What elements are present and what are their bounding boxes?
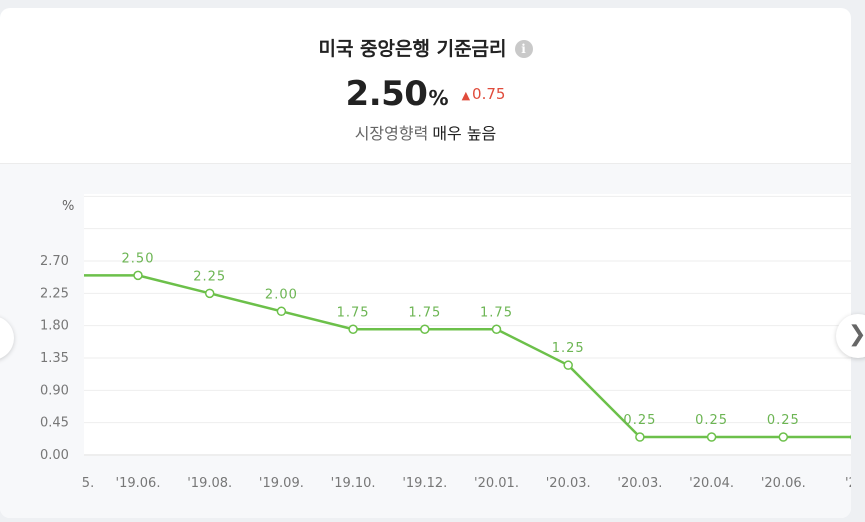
x-tick-label: '19.12. <box>402 476 447 491</box>
market-influence: 시장영향력 매우 높음 <box>0 120 851 144</box>
chart-area: 2.70 2.25 1.80 1.35 0.90 0.45 0.00% 5. '19.06. '… <box>0 164 865 518</box>
y-tick-label: 2.25 <box>40 286 69 301</box>
x-tick-label: '19.08. <box>187 476 232 491</box>
rate-change-value: 0.75 <box>472 85 506 103</box>
data-point <box>348 324 358 335</box>
data-point <box>635 432 645 442</box>
rate-change: ▲ 0.75 <box>462 85 506 103</box>
data-label: 0.25 <box>767 413 800 428</box>
y-axis: 2.70 2.25 1.80 1.35 0.90 0.45 0.00% <box>40 199 74 463</box>
rate-header: 미국 중앙은행 기준금리 i 2.50% ▲ 0.75 시장영향력 매우 높음 <box>0 8 851 164</box>
x-tick-label: '19.10. <box>331 476 376 491</box>
x-tick-label: '20 <box>845 476 851 491</box>
y-tick-label: 0.00 <box>40 448 69 463</box>
influence-label: 시장영향력 <box>354 124 429 143</box>
next-button[interactable]: ❯ <box>836 314 865 358</box>
data-point <box>133 270 143 281</box>
data-point <box>778 432 789 442</box>
data-point <box>276 306 287 317</box>
rate-line-chart: 2.70 2.25 1.80 1.35 0.90 0.45 0.00% 5. '19.06. '… <box>40 194 865 491</box>
data-label: 2.00 <box>265 287 298 302</box>
data-label: 0.25 <box>695 413 728 428</box>
data-label: 0.25 <box>623 413 656 428</box>
chevron-right-icon: ❯ <box>848 322 865 347</box>
series-layer <box>84 270 860 442</box>
y-tick-label: 1.35 <box>40 351 69 366</box>
data-label: 1.25 <box>552 341 585 356</box>
plot-background <box>84 194 851 456</box>
x-tick-label: '20.03. <box>546 476 591 491</box>
rate-value: 2.50 <box>345 74 428 114</box>
title-row: 미국 중앙은행 기준금리 i <box>0 34 851 61</box>
y-tick-label: 2.70 <box>40 254 69 269</box>
x-tick-label: '19.09. <box>259 476 304 491</box>
x-tick-label: '20.04. <box>689 476 734 491</box>
info-icon[interactable]: i <box>514 40 533 58</box>
value-row: 2.50% ▲ 0.75 <box>0 74 851 114</box>
x-tick-label: '20.06. <box>761 476 806 491</box>
data-label: 2.50 <box>122 251 155 266</box>
y-tick-label: 0.45 <box>40 416 69 431</box>
y-unit-label: % <box>62 199 74 214</box>
data-point <box>706 432 717 442</box>
up-arrow-icon: ▲ <box>461 89 471 102</box>
data-point <box>491 324 502 335</box>
y-tick-label: 1.80 <box>40 319 69 334</box>
data-label: 2.25 <box>193 269 226 284</box>
data-label: 1.75 <box>480 305 513 320</box>
data-point <box>204 288 215 299</box>
page-title: 미국 중앙은행 기준금리 <box>318 38 507 60</box>
influence-level: 매우 높음 <box>432 124 497 143</box>
x-tick-label: 5. <box>82 476 94 491</box>
data-label: 1.75 <box>337 305 370 320</box>
x-tick-label: '20.03. <box>617 476 662 491</box>
data-label: 0 <box>850 413 851 428</box>
x-tick-label: '20.01. <box>474 476 519 491</box>
y-tick-label: 0.90 <box>40 383 69 398</box>
rate-unit: % <box>428 86 449 110</box>
x-axis: 5. '19.06. '19.08. '19.09. '19.10. '19.12. '20… <box>82 476 865 491</box>
x-tick-label: '19.06. <box>116 476 161 491</box>
data-label: 1.75 <box>408 305 441 320</box>
prev-button[interactable] <box>0 316 14 360</box>
data-point <box>563 360 573 370</box>
data-point <box>420 324 430 335</box>
rate-card: 미국 중앙은행 기준금리 i 2.50% ▲ 0.75 시장영향력 매우 높음 2.7… <box>0 8 865 518</box>
